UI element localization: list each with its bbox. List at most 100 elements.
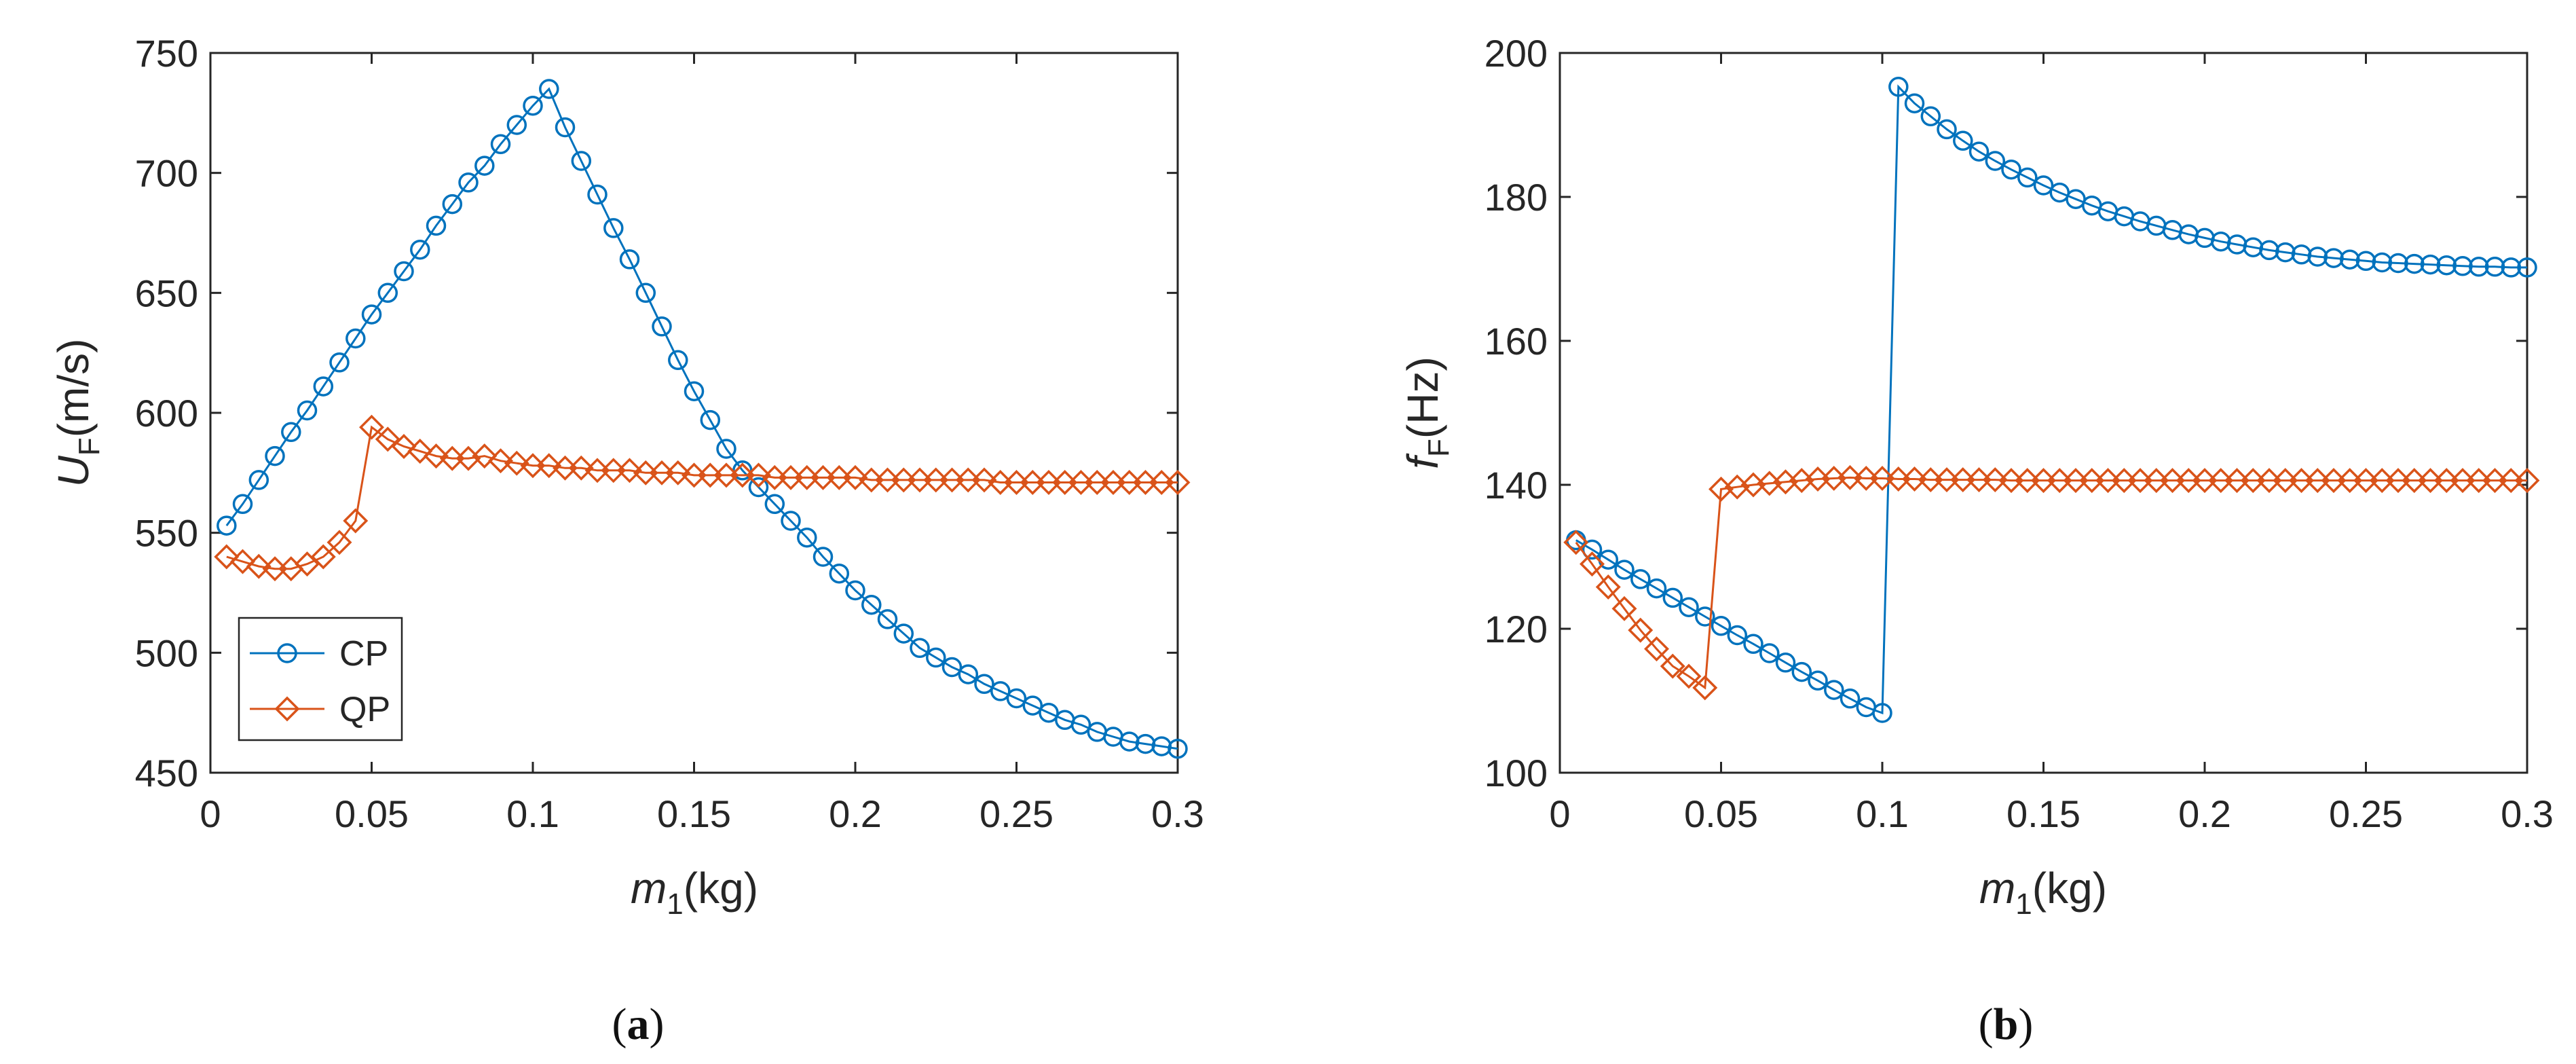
data-point-cp-b bbox=[2275, 242, 2296, 263]
data-point-cp-b bbox=[2033, 175, 2054, 196]
legend: CP QP bbox=[238, 617, 403, 741]
y-tick-label-a: 600 bbox=[135, 392, 198, 435]
data-point-cp-b bbox=[2307, 246, 2328, 267]
y-axis-label-b: fF(Hz) bbox=[1398, 356, 1455, 469]
y-tick-label-b: 160 bbox=[1485, 320, 1548, 363]
data-point-cp-b bbox=[1759, 643, 1780, 663]
data-point-cp-b bbox=[2372, 252, 2393, 273]
data-point-qp-a bbox=[536, 453, 562, 479]
data-point-cp-a bbox=[490, 134, 511, 155]
x-tick-label-a: 0.25 bbox=[979, 792, 1053, 835]
data-point-cp-a bbox=[506, 115, 527, 135]
x-tick-label-b: 0.1 bbox=[1856, 792, 1909, 835]
panel-caption-b: (b) bbox=[1979, 999, 2034, 1049]
data-point-qp-b bbox=[1628, 617, 1654, 643]
data-point-qp-a bbox=[488, 448, 513, 474]
series-layer-a bbox=[214, 79, 1191, 759]
x-tick-label-a: 0.15 bbox=[657, 792, 731, 835]
data-point-qp-b bbox=[1982, 467, 2008, 493]
data-point-cp-a bbox=[684, 381, 705, 401]
data-point-cp-a bbox=[523, 95, 543, 116]
data-point-cp-a bbox=[926, 647, 946, 668]
data-point-qp-a bbox=[842, 464, 868, 490]
data-point-cp-b bbox=[1662, 587, 1683, 608]
data-point-cp-a bbox=[700, 409, 721, 430]
data-point-qp-b bbox=[1644, 636, 1669, 662]
data-point-qp-a bbox=[665, 460, 691, 485]
data-point-qp-b bbox=[1902, 466, 1927, 492]
data-point-cp-a bbox=[990, 681, 1011, 701]
data-point-qp-a bbox=[472, 443, 498, 469]
data-point-cp-b bbox=[1953, 130, 1973, 151]
data-point-cp-b bbox=[1630, 569, 1651, 589]
data-point-qp-b bbox=[1837, 464, 1863, 490]
data-point-qp-a bbox=[326, 530, 352, 555]
x-tick-label-a: 0.05 bbox=[335, 792, 409, 835]
data-point-cp-a bbox=[652, 316, 672, 337]
data-point-cp-b bbox=[1727, 625, 1748, 646]
data-point-cp-a bbox=[297, 400, 318, 421]
x-tick-label-b: 0.05 bbox=[1684, 792, 1758, 835]
x-axis-label-a: m1(kg) bbox=[631, 864, 758, 921]
y-axis-label-a: UF(m/s) bbox=[49, 339, 106, 488]
data-point-cp-a bbox=[619, 249, 640, 270]
data-point-cp-a bbox=[313, 376, 334, 397]
data-point-qp-a bbox=[359, 414, 384, 440]
data-point-cp-b bbox=[2517, 257, 2537, 278]
data-point-cp-b bbox=[2323, 248, 2344, 268]
data-point-qp-b bbox=[1563, 530, 1589, 555]
x-axis-label-b: m1(kg) bbox=[1979, 864, 2107, 921]
data-point-cp-b bbox=[1968, 141, 1990, 162]
legend-label-qp: QP bbox=[339, 690, 390, 729]
data-point-cp-a bbox=[329, 352, 350, 373]
data-point-cp-b bbox=[2501, 257, 2522, 278]
data-point-qp-a bbox=[407, 439, 433, 464]
data-point-qp-a bbox=[310, 544, 336, 570]
data-point-cp-a bbox=[764, 494, 785, 515]
data-point-cp-b bbox=[1808, 670, 1828, 691]
data-point-qp-b bbox=[1580, 551, 1605, 577]
y-tick-label-a: 650 bbox=[135, 272, 198, 314]
y-tick-label-a: 550 bbox=[135, 512, 198, 555]
data-point-cp-b bbox=[2291, 244, 2312, 265]
data-point-cp-a bbox=[346, 328, 366, 349]
data-point-cp-b bbox=[1582, 539, 1603, 560]
data-point-cp-b bbox=[2388, 253, 2408, 274]
data-point-qp-b bbox=[1869, 465, 1895, 491]
y-tick-label-a: 450 bbox=[135, 752, 198, 794]
data-point-cp-b bbox=[1872, 703, 1892, 723]
data-point-cp-b bbox=[2469, 257, 2489, 277]
y-tick-label-a: 500 bbox=[135, 631, 198, 674]
data-point-cp-a bbox=[442, 194, 463, 215]
series-line-cp-a bbox=[225, 87, 1178, 750]
data-point-qp-a bbox=[343, 508, 369, 534]
data-point-cp-a bbox=[587, 184, 608, 205]
legend-label-cp: CP bbox=[339, 634, 388, 674]
series-line-qp-a bbox=[226, 425, 1178, 570]
data-point-cp-a bbox=[1006, 688, 1027, 709]
data-point-cp-b bbox=[2420, 254, 2441, 275]
x-tick-label-a: 0.1 bbox=[506, 792, 559, 835]
y-tick-label-b: 140 bbox=[1485, 464, 1548, 507]
data-point-cp-b bbox=[2484, 257, 2505, 277]
data-point-cp-a bbox=[813, 547, 834, 567]
panel-b: 100 120 140 160 180 200 0 0.05 0.1 0.15 0.2 0.25 0.… bbox=[1398, 32, 2554, 1049]
data-point-cp-a bbox=[265, 445, 285, 466]
x-tick-label-a: 0.2 bbox=[829, 792, 882, 835]
data-point-cp-b bbox=[1775, 653, 1796, 673]
data-point-cp-a bbox=[539, 79, 559, 99]
data-point-cp-b bbox=[2259, 240, 2279, 261]
data-point-cp-a bbox=[829, 563, 850, 584]
y-tick-label-a: 750 bbox=[135, 32, 198, 75]
data-point-cp-b bbox=[1614, 559, 1635, 580]
data-point-cp-b bbox=[1711, 616, 1732, 636]
x-tick-label-b: 0.2 bbox=[2178, 792, 2231, 835]
x-tick-label-b: 0 bbox=[1549, 792, 1570, 835]
series-layer-b bbox=[1563, 77, 2540, 723]
panel-caption-a: (a) bbox=[612, 999, 665, 1049]
data-point-cp-a bbox=[248, 470, 269, 490]
y-axis-ticks-a: 450 500 550 600 650 700 750 bbox=[135, 32, 1178, 794]
data-point-cp-b bbox=[2452, 256, 2473, 276]
data-point-cp-a bbox=[458, 172, 479, 193]
